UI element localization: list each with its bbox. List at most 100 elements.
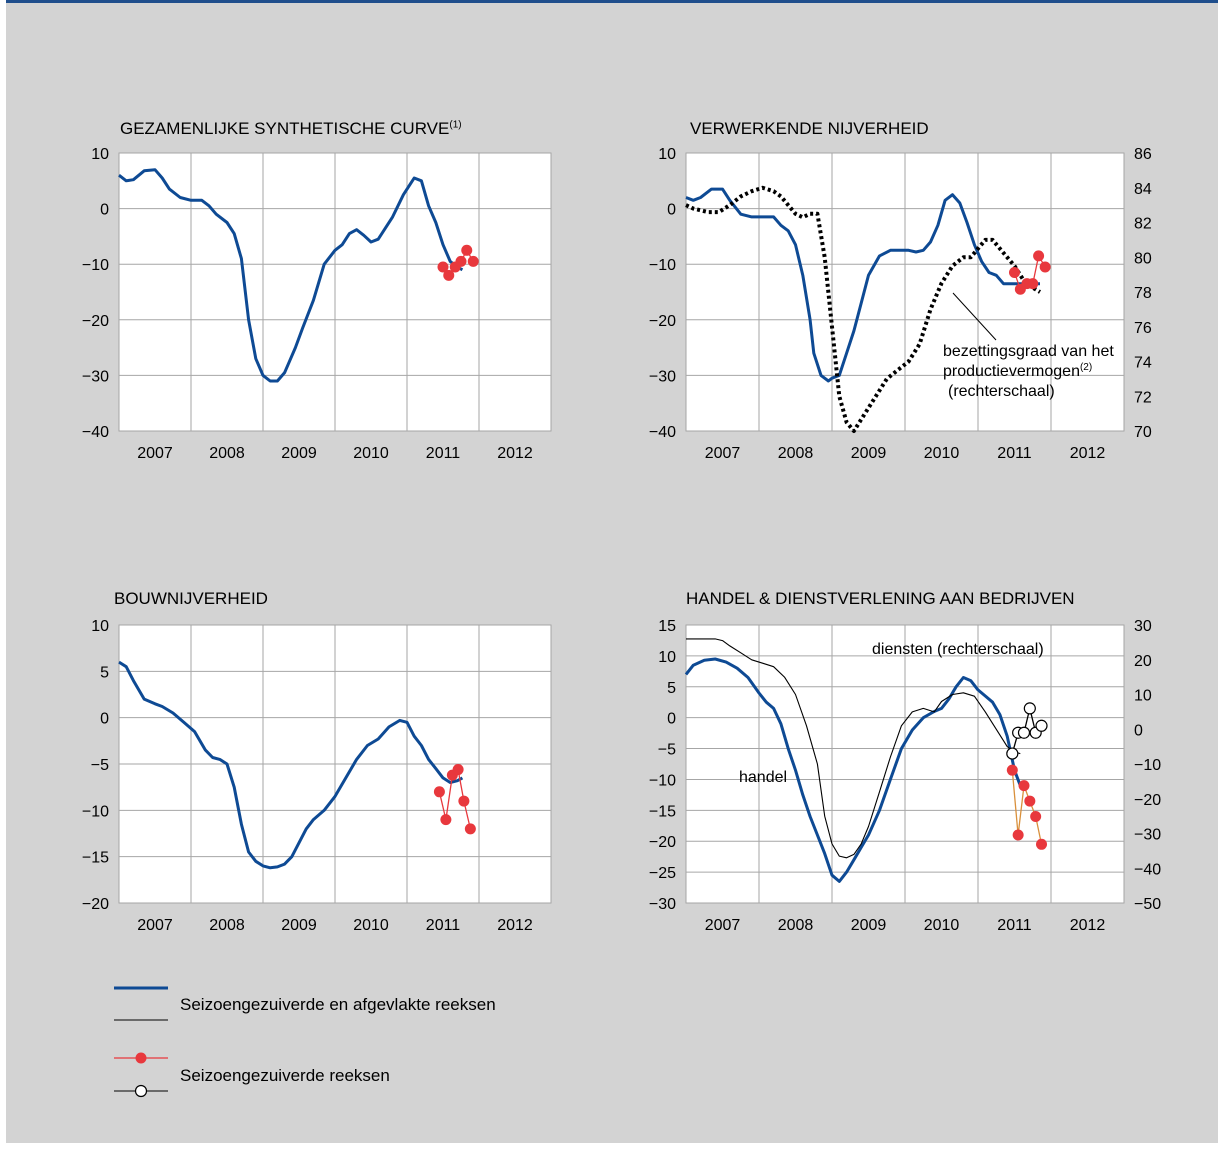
x-tick-label: 2012	[1070, 917, 1106, 934]
y-tick-label: 10	[658, 649, 676, 666]
x-tick-label: 2009	[281, 917, 317, 934]
series-marker	[1009, 267, 1020, 279]
y-tick-label: 0	[100, 711, 109, 728]
y-tick-label: −15	[82, 850, 109, 867]
y-right-tick-label: 72	[1134, 389, 1152, 406]
y-tick-label: −30	[649, 368, 676, 385]
panel-1: 10 0 −10 −20 −30 −40 2007 2008 2009 2010 2011 2012	[82, 146, 552, 462]
series-marker	[467, 255, 479, 267]
annotation-sup: (2)	[1080, 362, 1092, 373]
y-tick-label: −20	[649, 834, 676, 851]
y-tick-label: −20	[649, 313, 676, 330]
series-marker	[1023, 702, 1036, 715]
y-right-tick-label: −20	[1134, 792, 1161, 809]
x-tick-label: 2007	[137, 445, 173, 462]
y-right-tick-label: −40	[1134, 861, 1161, 878]
y-tick-label: −25	[649, 865, 676, 882]
y-right-tick-label: 78	[1134, 285, 1152, 302]
series-line-smoothed	[118, 660, 464, 870]
y-right-tick-label: 82	[1134, 216, 1152, 233]
y-tick-label: −10	[649, 257, 676, 274]
y-tick-label: 5	[100, 664, 109, 681]
annotation-capacity-line3: (rechterschaal)	[948, 383, 1055, 400]
series-marker	[1030, 811, 1042, 823]
x-tick-label: 2011	[997, 917, 1032, 934]
y-right-tick-label: 84	[1134, 181, 1152, 198]
y-tick-label: −5	[658, 742, 676, 759]
y-tick-label: 15	[658, 618, 676, 635]
panel1-title: GEZAMENLIJKE SYNTHETISCHE CURVE(1)	[120, 119, 462, 138]
y-right-tick-label: 70	[1134, 424, 1152, 441]
x-tick-label: 2008	[209, 445, 245, 462]
x-tick-label: 2012	[497, 445, 533, 462]
series-line-diensten	[686, 638, 1021, 859]
series-marker	[1039, 261, 1051, 273]
series-marker	[452, 764, 464, 776]
x-tick-label: 2012	[1070, 445, 1106, 462]
series-marker	[1012, 829, 1024, 841]
series-marker	[1018, 780, 1030, 792]
panel4-title: HANDEL & DIENSTVERLENING AAN BEDRIJVEN	[686, 589, 1075, 608]
y-tick-label: 0	[667, 202, 676, 219]
series-marker	[437, 261, 449, 273]
series-line-capacity	[685, 185, 1042, 433]
x-tick-label: 2010	[353, 917, 389, 934]
series-marker	[440, 814, 452, 826]
y-right-tick-label: −50	[1134, 896, 1161, 913]
y-right-tick-label: 74	[1134, 355, 1152, 372]
y-tick-label: −10	[82, 803, 109, 820]
series-marker	[1036, 838, 1048, 850]
series-marker	[464, 823, 476, 835]
series-marker	[443, 269, 455, 281]
series-marker	[1006, 764, 1018, 776]
y-tick-label: −10	[82, 257, 109, 274]
series-line-handel	[684, 657, 1022, 883]
y-tick-label: 5	[667, 680, 676, 697]
y-right-tick-label: 80	[1134, 250, 1152, 267]
y-tick-label: 0	[667, 711, 676, 728]
y-tick-label: −5	[91, 757, 109, 774]
y-tick-label: −30	[649, 896, 676, 913]
series-line-smoothed	[118, 168, 464, 383]
panel3-title: BOUWNIJVERHEID	[114, 589, 268, 608]
x-tick-label: 2010	[353, 445, 389, 462]
panel-3: 10 5 0 −5 −10 −15 −20 2007 2008 2009 2010 2011 2012	[82, 618, 552, 934]
y-right-tick-label: 30	[1134, 618, 1152, 635]
panel-4: 151050−5−10−15−20−25−303020100−10−20−30−…	[649, 618, 1161, 934]
y-right-tick-label: 86	[1134, 146, 1152, 163]
y-tick-label: −15	[649, 803, 676, 820]
y-tick-label: −30	[82, 368, 109, 385]
y-tick-label: 0	[100, 202, 109, 219]
y-right-tick-label: −10	[1134, 757, 1161, 774]
x-tick-label: 2007	[705, 917, 741, 934]
y-tick-label: 10	[658, 146, 676, 163]
annotation-diensten: diensten (rechterschaal)	[872, 641, 1044, 658]
series-marker	[1017, 726, 1031, 739]
y-tick-label: −20	[82, 896, 109, 913]
x-tick-label: 2007	[137, 917, 173, 934]
x-tick-label: 2009	[851, 445, 887, 462]
x-tick-label: 2011	[426, 917, 461, 934]
legend-raw-label: Seizoengezuiverde reeksen	[180, 1066, 390, 1085]
legend-smoothed-label: Seizoengezuiverde en afgevlakte reeksen	[180, 995, 496, 1014]
x-tick-label: 2007	[705, 445, 741, 462]
series-marker	[1033, 250, 1045, 262]
x-tick-label: 2008	[778, 445, 814, 462]
x-tick-label: 2010	[924, 917, 960, 934]
y-tick-label: 10	[91, 618, 109, 635]
y-tick-label: −40	[649, 424, 676, 441]
annotation-capacity-line1: bezettingsgraad van het	[943, 343, 1114, 360]
panel2-title: VERWERKENDE NIJVERHEID	[690, 119, 929, 138]
y-right-tick-label: −30	[1134, 827, 1161, 844]
x-tick-label: 2011	[426, 445, 461, 462]
x-tick-label: 2011	[997, 445, 1032, 462]
series-marker	[461, 244, 473, 256]
panel-2: 10 0 −10 −20 −30 −40 86 84 82 80 78 76 74 72 70 2007 200…	[649, 146, 1152, 462]
x-tick-label: 2008	[778, 917, 814, 934]
y-right-tick-label: 76	[1134, 320, 1152, 337]
y-tick-label: −40	[82, 424, 109, 441]
annotation-handel: handel	[739, 769, 787, 786]
y-right-tick-label: 0	[1134, 722, 1143, 739]
annotation-leader-line	[952, 292, 997, 341]
